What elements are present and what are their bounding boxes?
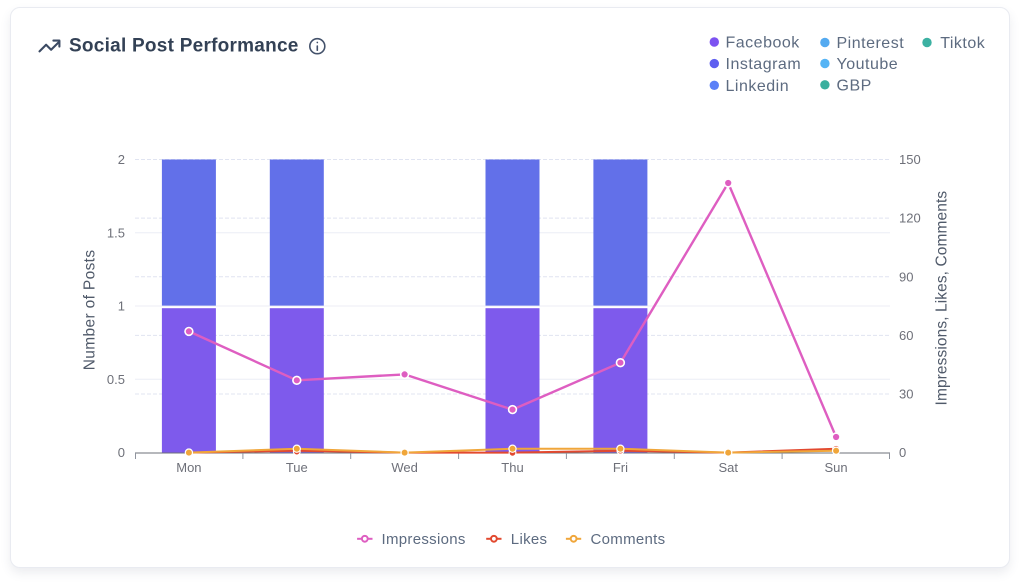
- svg-text:Linkedin: Linkedin: [726, 78, 790, 95]
- svg-text:0: 0: [899, 445, 906, 460]
- svg-text:Impressions: Impressions: [382, 531, 466, 548]
- svg-text:150: 150: [899, 152, 921, 167]
- svg-text:2: 2: [118, 152, 125, 167]
- svg-text:Sat: Sat: [718, 460, 738, 475]
- svg-text:30: 30: [899, 387, 913, 402]
- svg-text:Tiktok: Tiktok: [940, 35, 986, 52]
- svg-text:Likes: Likes: [511, 531, 548, 548]
- svg-text:Thu: Thu: [501, 460, 523, 475]
- svg-text:0.5: 0.5: [107, 372, 125, 387]
- svg-text:60: 60: [899, 328, 913, 343]
- svg-text:Comments: Comments: [591, 531, 666, 548]
- svg-text:Social Post Performance: Social Post Performance: [69, 36, 299, 57]
- svg-text:Number of Posts: Number of Posts: [82, 250, 99, 371]
- svg-text:Tue: Tue: [286, 460, 308, 475]
- svg-text:Fri: Fri: [613, 460, 628, 475]
- svg-text:120: 120: [899, 211, 921, 226]
- svg-text:Wed: Wed: [391, 460, 418, 475]
- svg-text:GBP: GBP: [837, 77, 872, 94]
- svg-text:Youtube: Youtube: [837, 56, 899, 73]
- svg-text:Mon: Mon: [176, 460, 201, 475]
- svg-text:1: 1: [118, 299, 125, 314]
- svg-text:Pinterest: Pinterest: [837, 35, 905, 52]
- svg-text:Facebook: Facebook: [726, 35, 801, 52]
- svg-text:Sun: Sun: [825, 460, 848, 475]
- svg-text:1.5: 1.5: [107, 225, 125, 240]
- svg-text:Impressions, Likes, Comments: Impressions, Likes, Comments: [934, 191, 951, 406]
- svg-text:90: 90: [899, 269, 913, 284]
- svg-text:Instagram: Instagram: [726, 56, 802, 73]
- svg-text:0: 0: [118, 445, 125, 460]
